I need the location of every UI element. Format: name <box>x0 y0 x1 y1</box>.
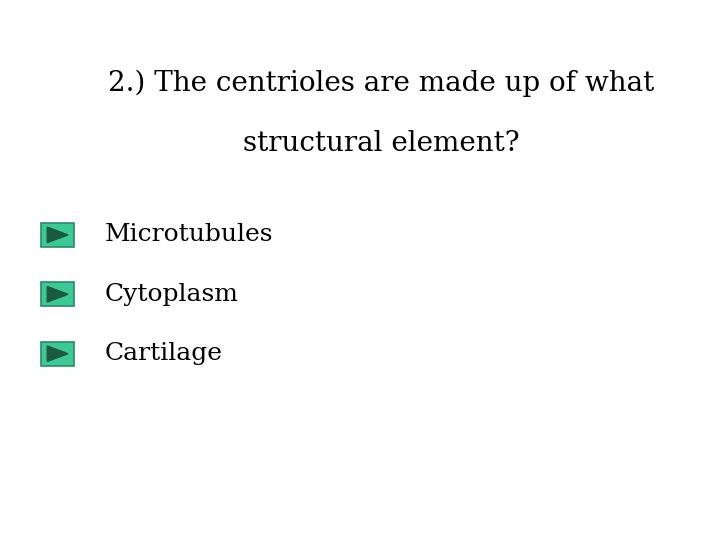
Polygon shape <box>48 346 68 361</box>
Text: 2.) The centrioles are made up of what: 2.) The centrioles are made up of what <box>109 70 654 97</box>
Polygon shape <box>48 227 68 242</box>
Text: Cytoplasm: Cytoplasm <box>104 283 238 306</box>
Polygon shape <box>48 287 68 302</box>
Text: Cartilage: Cartilage <box>104 342 222 365</box>
Text: Microtubules: Microtubules <box>104 224 273 246</box>
FancyBboxPatch shape <box>42 222 74 247</box>
FancyBboxPatch shape <box>42 342 74 366</box>
FancyBboxPatch shape <box>42 282 74 306</box>
Text: structural element?: structural element? <box>243 130 520 157</box>
